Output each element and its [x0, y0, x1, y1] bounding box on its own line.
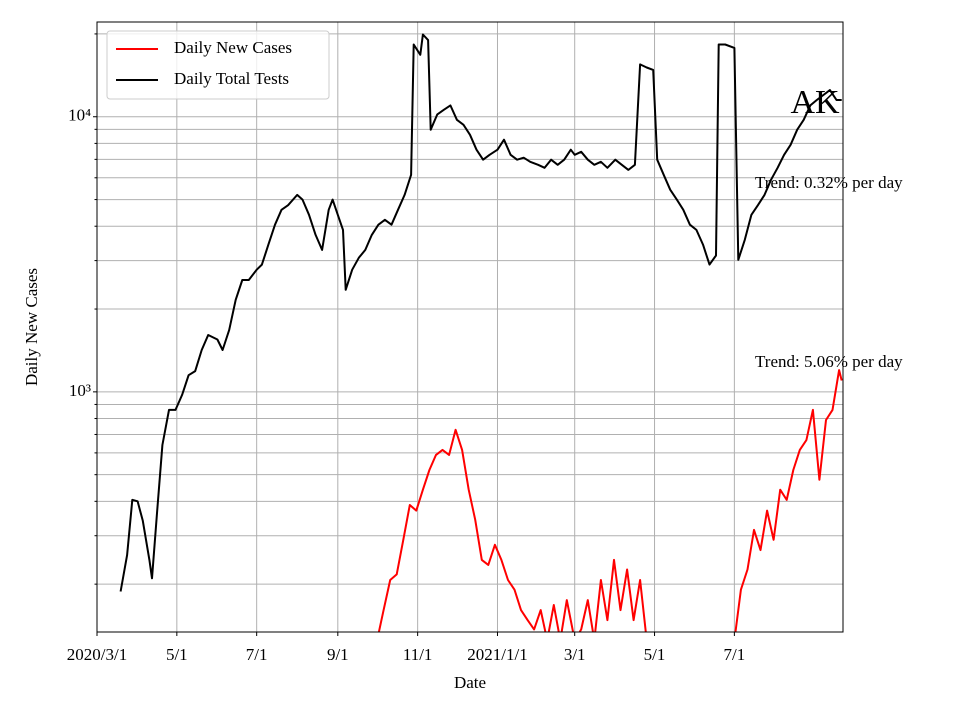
annotation: Trend: 0.32% per day: [755, 173, 903, 192]
x-tick-label: 5/1: [644, 645, 666, 664]
annotation: Trend: 5.06% per day: [755, 352, 903, 371]
x-tick-label: 3/1: [564, 645, 586, 664]
plot-lines: [119, 33, 843, 632]
y-tick-label: 10³: [69, 381, 91, 400]
x-tick-label: 2021/1/1: [467, 645, 527, 664]
plot-frame: [96, 21, 844, 633]
y-axis-label: Daily New Cases: [22, 268, 41, 386]
x-tick-label: 9/1: [327, 645, 349, 664]
legend-label: Daily New Cases: [174, 38, 292, 57]
series-line: [119, 33, 842, 592]
x-tick-label: 7/1: [246, 645, 268, 664]
x-tick-label: 11/1: [403, 645, 433, 664]
legend-label: Daily Total Tests: [174, 69, 289, 88]
x-tick-label: 7/1: [724, 645, 746, 664]
title: AK: [790, 84, 840, 121]
grid: [93, 22, 843, 636]
legend: Daily New Cases Daily Total Tests: [106, 30, 330, 100]
x-tick-label: 2020/3/1: [67, 645, 127, 664]
x-axis-label: Date: [454, 673, 486, 692]
y-tick-label: 10⁴: [68, 106, 91, 125]
legend-box: [106, 30, 330, 100]
series-line: [377, 369, 843, 632]
x-tick-label: 5/1: [166, 645, 188, 664]
